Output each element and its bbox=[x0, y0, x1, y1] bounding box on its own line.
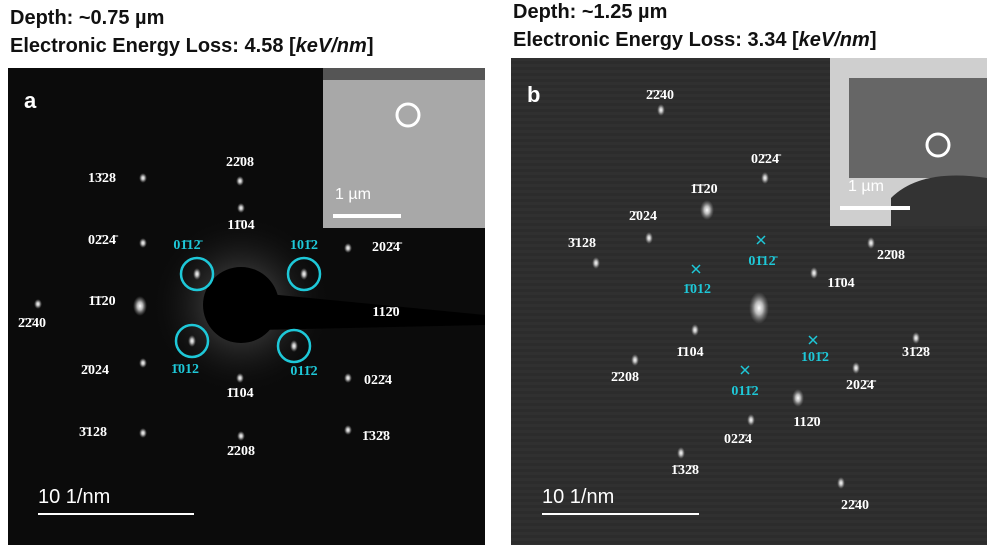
energy-prefix: Electronic Energy Loss: 3.34 [ bbox=[513, 29, 799, 51]
miller-index: 13̄28 bbox=[88, 171, 116, 187]
diffraction-spot bbox=[749, 292, 769, 324]
miller-index: 3̄128 bbox=[79, 425, 107, 441]
diffraction-spot bbox=[139, 173, 147, 183]
diffraction-spot bbox=[761, 172, 769, 184]
inset-scale-label: 1 µm bbox=[335, 186, 371, 204]
miller-index: 101̄2 bbox=[801, 350, 829, 366]
scale-bar bbox=[38, 513, 194, 515]
diffraction-spot bbox=[193, 268, 201, 280]
diffraction-spot bbox=[837, 477, 845, 489]
diffraction-spot bbox=[139, 238, 147, 248]
miller-index: 2̄208 bbox=[611, 370, 639, 386]
diffraction-spot bbox=[290, 340, 298, 352]
miller-index: 2̄024 bbox=[81, 363, 109, 379]
inset-region bbox=[849, 78, 987, 178]
diffraction-spot bbox=[133, 296, 147, 316]
energy-suffix: ] bbox=[367, 35, 374, 57]
scale-bar bbox=[542, 513, 699, 515]
miller-index: 1̄32̄8 bbox=[362, 429, 390, 445]
diffraction-spot bbox=[344, 243, 352, 253]
miller-index: 01̄12̄ bbox=[173, 238, 200, 254]
miller-index: 22̄08 bbox=[877, 248, 905, 264]
miller-index: 1̄104 bbox=[226, 386, 253, 402]
diffraction-spot bbox=[300, 268, 308, 280]
scale-label: 10 1/nm bbox=[542, 486, 614, 509]
diffraction-spot bbox=[852, 362, 860, 374]
energy-unit: keV/nm bbox=[296, 35, 367, 57]
miller-index: 011̄2 bbox=[290, 364, 317, 380]
diffraction-spot bbox=[792, 389, 804, 407]
miller-index: 2̄2̄40 bbox=[646, 88, 674, 104]
miller-index: 1̄32̄8 bbox=[671, 463, 699, 479]
diffraction-panel: b 1 µm 10 1/nm 2̄2̄40 02̄24̄ 1̄1̄20 2̄024 3̄… bbox=[511, 58, 987, 545]
miller-index: 22̄40 bbox=[841, 498, 869, 514]
miller-index: 31̄2̄8 bbox=[902, 345, 930, 361]
energy-loss: Electronic Energy Loss: 3.34 [keV/nm] bbox=[513, 28, 876, 52]
diffraction-spot bbox=[631, 354, 639, 366]
pattern bbox=[511, 58, 987, 545]
energy-loss: Electronic Energy Loss: 4.58 [keV/nm] bbox=[10, 34, 373, 58]
miller-index: 02̄24̄ bbox=[88, 233, 116, 249]
inset-edge bbox=[323, 68, 485, 80]
diffraction-spot bbox=[237, 203, 245, 213]
beam-stop-disk bbox=[203, 267, 279, 343]
diffraction-spot bbox=[344, 373, 352, 383]
diffraction-spot bbox=[700, 200, 714, 220]
miller-index: 1̄104 bbox=[676, 345, 703, 361]
miller-index: 2̄024 bbox=[629, 209, 657, 225]
diffraction-spot bbox=[236, 373, 244, 383]
diffraction-spot bbox=[237, 431, 245, 441]
scale-label: 10 1/nm bbox=[38, 486, 110, 509]
miller-index: 101̄2 bbox=[290, 238, 318, 254]
page: {"panels": [ {"depth": "Depth: ~0.75 µm"… bbox=[0, 0, 987, 549]
miller-index: 22̄08 bbox=[226, 155, 254, 171]
diffraction-spot bbox=[188, 335, 196, 347]
diffraction-spot bbox=[867, 237, 875, 249]
diffraction-spot bbox=[592, 257, 600, 269]
miller-index: 112̄0 bbox=[372, 305, 399, 321]
energy-unit: keV/nm bbox=[799, 29, 870, 51]
depth: Depth: ~1.25 µm bbox=[513, 0, 667, 24]
diffraction-spot bbox=[912, 332, 920, 344]
miller-index: 1̄012 bbox=[683, 282, 711, 298]
diffraction-spot bbox=[139, 428, 147, 438]
miller-index: 011̄2 bbox=[731, 384, 758, 400]
miller-index: 1̄1̄20 bbox=[690, 182, 717, 198]
diffraction-spot bbox=[344, 425, 352, 435]
diffraction-spot bbox=[236, 176, 244, 186]
diffraction-spot bbox=[747, 414, 755, 426]
miller-index: 2̄2̄40 bbox=[18, 316, 46, 332]
miller-index: 112̄0 bbox=[793, 415, 820, 431]
miller-index: 11̄04 bbox=[227, 218, 254, 234]
miller-index: 2̄208 bbox=[227, 444, 255, 460]
energy-suffix: ] bbox=[870, 29, 877, 51]
diffraction-spot bbox=[139, 358, 147, 368]
panel-letter: b bbox=[527, 82, 540, 108]
miller-index: 1̄012 bbox=[171, 362, 199, 378]
miller-index: 202̄4̄ bbox=[846, 378, 874, 394]
miller-index: 022̄4 bbox=[724, 432, 752, 448]
diffraction-panel: a 1 µm 10 1/nm 13̄28 22̄08 11̄04 02̄24̄ 202̄… bbox=[8, 68, 485, 545]
depth: Depth: ~0.75 µm bbox=[10, 6, 164, 30]
energy-prefix: Electronic Energy Loss: 4.58 [ bbox=[10, 35, 296, 57]
diffraction-spot bbox=[677, 447, 685, 459]
inset-scale-bar bbox=[333, 214, 401, 218]
panel-letter: a bbox=[24, 88, 36, 114]
diffraction-spot bbox=[691, 324, 699, 336]
diffraction-spot bbox=[645, 232, 653, 244]
miller-index: 202̄4̄ bbox=[372, 240, 400, 256]
miller-index: 022̄4 bbox=[364, 373, 392, 389]
miller-index: 3̄128 bbox=[568, 236, 596, 252]
diffraction-spot bbox=[810, 267, 818, 279]
diffraction-spot bbox=[657, 104, 665, 116]
inset-scale-label: 1 µm bbox=[848, 178, 884, 196]
miller-index: 1̄1̄20 bbox=[88, 294, 115, 310]
inset-image bbox=[323, 68, 485, 228]
pattern bbox=[8, 68, 485, 545]
miller-index: 11̄04 bbox=[827, 276, 854, 292]
inset-scale-bar bbox=[840, 206, 910, 210]
diffraction-spot bbox=[34, 299, 42, 309]
miller-index: 01̄12̄ bbox=[748, 254, 775, 270]
miller-index: 02̄24̄ bbox=[751, 152, 779, 168]
